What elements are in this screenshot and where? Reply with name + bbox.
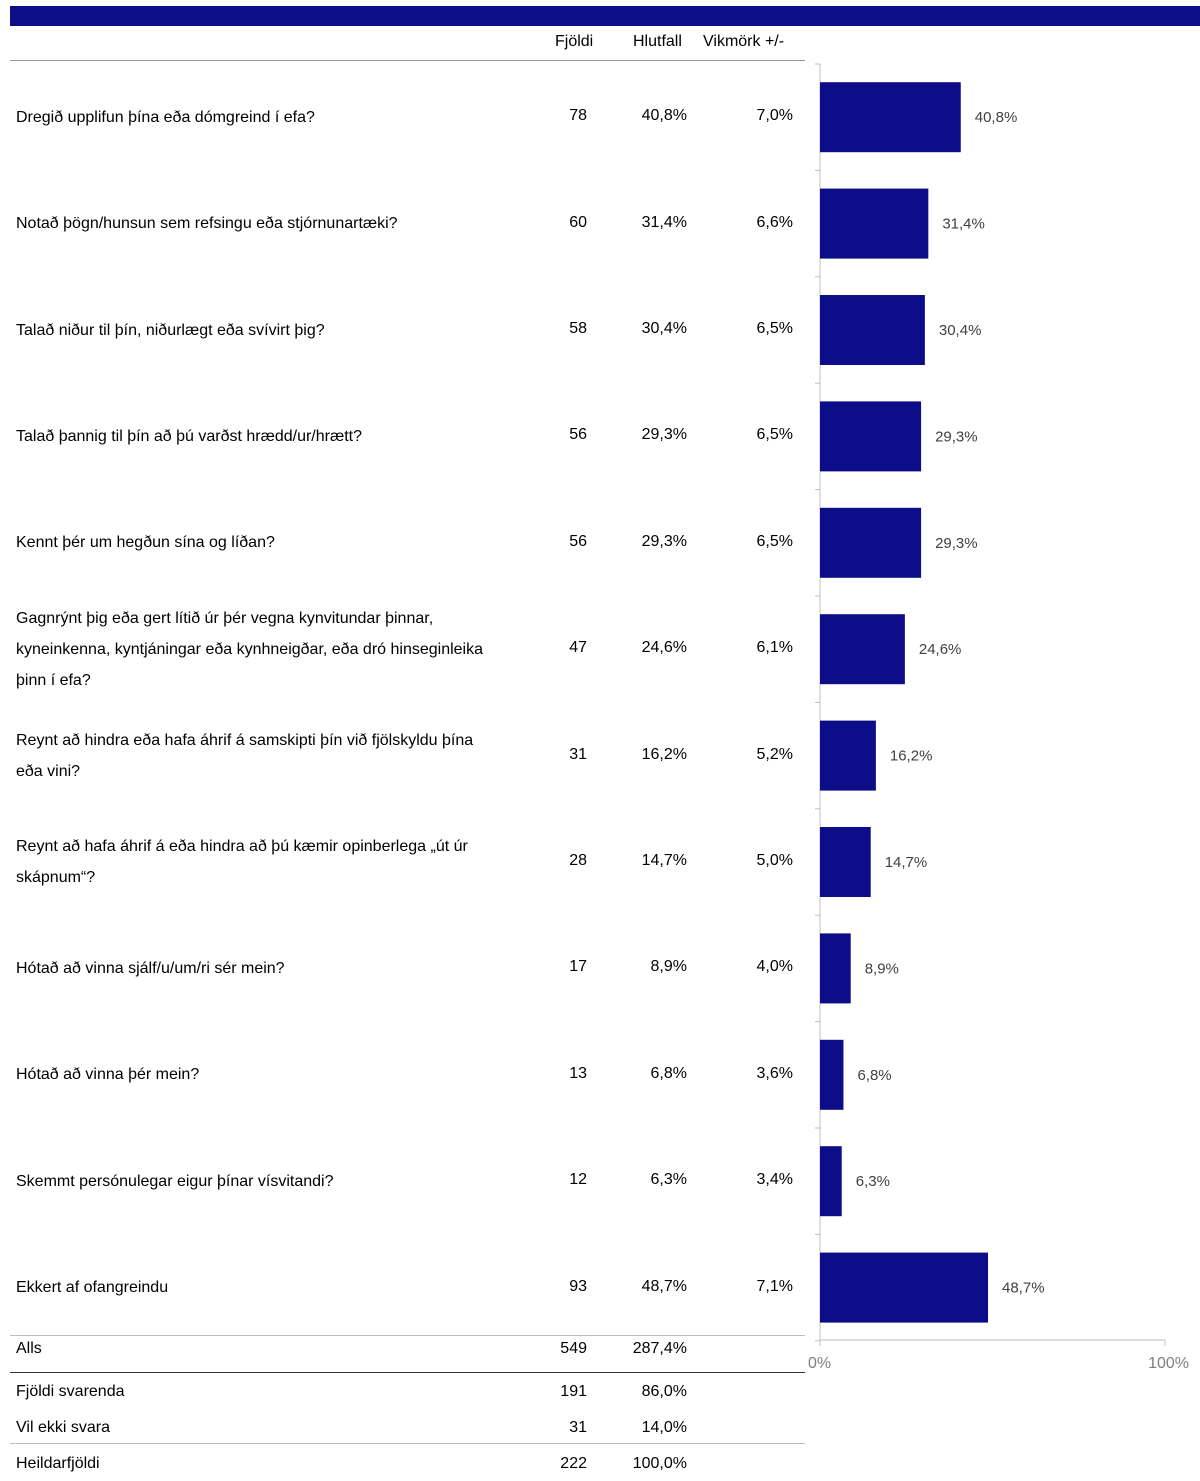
total-decline-share: 14,0% [641, 1419, 687, 1436]
bar [820, 82, 961, 153]
row-label: Notað þögn/hunsun sem refsingu eða stjór… [16, 215, 398, 233]
row-share: 31,4% [641, 213, 687, 231]
bar [820, 1252, 989, 1323]
row-count: 31 [569, 745, 587, 763]
row-share: 29,3% [641, 426, 687, 444]
row-share: 8,9% [650, 958, 687, 976]
row-margin: 6,5% [756, 532, 793, 550]
row-count: 93 [569, 1277, 587, 1295]
row-count: 58 [569, 320, 587, 337]
row-count: 28 [569, 852, 587, 869]
row-label: Dregið upplifun þína eða dómgreind í efa… [16, 108, 315, 126]
row-share: 40,8% [641, 107, 687, 125]
totals-divider [10, 1372, 805, 1373]
row-margin: 5,2% [756, 745, 793, 763]
row-margin: 7,1% [756, 1277, 793, 1295]
total-grand-label: Heildarfjöldi [16, 1455, 100, 1472]
row-count: 78 [569, 107, 587, 125]
bar [820, 188, 929, 259]
row-count: 12 [569, 1171, 587, 1189]
bar [820, 507, 922, 578]
bar-data-label: 48,7% [1002, 1280, 1045, 1297]
row-share: 6,8% [650, 1064, 687, 1082]
bar-data-label: 14,7% [885, 854, 928, 871]
row-share: 29,3% [641, 532, 687, 550]
row-label: Kennt þér um hegðun sína og líðan? [16, 534, 275, 552]
row-share: 24,6% [641, 639, 687, 657]
bar-data-label: 16,2% [890, 748, 933, 765]
bar [820, 1039, 844, 1110]
row-label: Reynt að hindra eða hafa áhrif á samskip… [16, 731, 474, 780]
bar-data-label: 24,6% [919, 641, 962, 658]
header-bar [10, 6, 1200, 26]
x-tick-label: 0% [808, 1355, 831, 1372]
total-decline-count: 31 [569, 1419, 587, 1436]
bar-data-label: 31,4% [942, 216, 985, 233]
total-all-count: 549 [560, 1340, 587, 1357]
row-label: Gagnrýnt þig eða gert lítið úr þér vegna… [16, 609, 483, 689]
row-label: Skemmt persónulegar eigur þínar vísvitan… [16, 1172, 334, 1190]
total-respondents-label: Fjöldi svarenda [16, 1383, 125, 1400]
totals-divider [10, 1335, 805, 1336]
row-margin: 5,0% [756, 852, 793, 869]
row-share: 6,3% [650, 1171, 687, 1189]
bar-data-label: 29,3% [935, 428, 978, 445]
bar-data-label: 30,4% [939, 322, 982, 339]
bar [820, 614, 905, 685]
x-tick-label: 100% [1148, 1355, 1189, 1372]
row-margin: 4,0% [756, 958, 793, 976]
row-label: Talað niður til þín, niðurlægt eða svívi… [16, 321, 325, 339]
total-all-share: 287,4% [632, 1340, 687, 1357]
row-count: 56 [569, 532, 587, 550]
totals-divider [10, 1443, 805, 1444]
row-share: 16,2% [641, 745, 687, 763]
row-margin: 6,1% [756, 639, 793, 657]
row-share: 48,7% [641, 1277, 687, 1295]
row-share: 30,4% [641, 320, 687, 337]
header-share: Hlutfall [633, 33, 682, 50]
bar-data-label: 6,8% [857, 1067, 891, 1084]
row-share: 14,7% [641, 852, 687, 869]
row-count: 17 [569, 958, 587, 976]
row-margin: 6,5% [756, 320, 793, 337]
header-count: Fjöldi [555, 33, 594, 50]
row-label: Ekkert af ofangreindu [16, 1279, 169, 1297]
bar [820, 827, 871, 897]
row-count: 56 [569, 426, 587, 444]
bar [820, 1146, 842, 1217]
row-count: 13 [569, 1064, 587, 1082]
bar-data-label: 29,3% [935, 535, 978, 552]
total-grand-share: 100,0% [632, 1455, 687, 1472]
row-count: 60 [569, 213, 587, 231]
total-respondents-share: 86,0% [641, 1383, 687, 1400]
row-margin: 6,6% [756, 213, 793, 231]
total-decline-label: Vil ekki svara [16, 1419, 110, 1436]
row-margin: 3,6% [756, 1064, 793, 1082]
bar-data-label: 6,3% [856, 1173, 890, 1190]
row-margin: 7,0% [756, 107, 793, 125]
row-margin: 6,5% [756, 426, 793, 444]
total-respondents-count: 191 [560, 1383, 587, 1400]
row-label: Talað þannig til þín að þú varðst hrædd/… [16, 427, 362, 445]
bar [820, 720, 876, 791]
header-divider [10, 60, 805, 61]
bar-data-label: 8,9% [865, 960, 899, 977]
row-count: 47 [569, 639, 587, 657]
bar [820, 295, 925, 365]
bar [820, 401, 922, 472]
total-all-label: Alls [16, 1340, 42, 1357]
bar-data-label: 40,8% [975, 109, 1018, 126]
total-grand-count: 222 [560, 1455, 587, 1472]
row-label: Hótað að vinna sjálf/u/um/ri sér mein? [16, 959, 285, 977]
row-margin: 3,4% [756, 1171, 793, 1189]
header-margin: Vikmörk +/- [703, 33, 785, 50]
row-label: Hótað að vinna þér mein? [16, 1066, 200, 1084]
bar [820, 933, 851, 1004]
row-label: Reynt að hafa áhrif á eða hindra að þú k… [16, 838, 468, 886]
